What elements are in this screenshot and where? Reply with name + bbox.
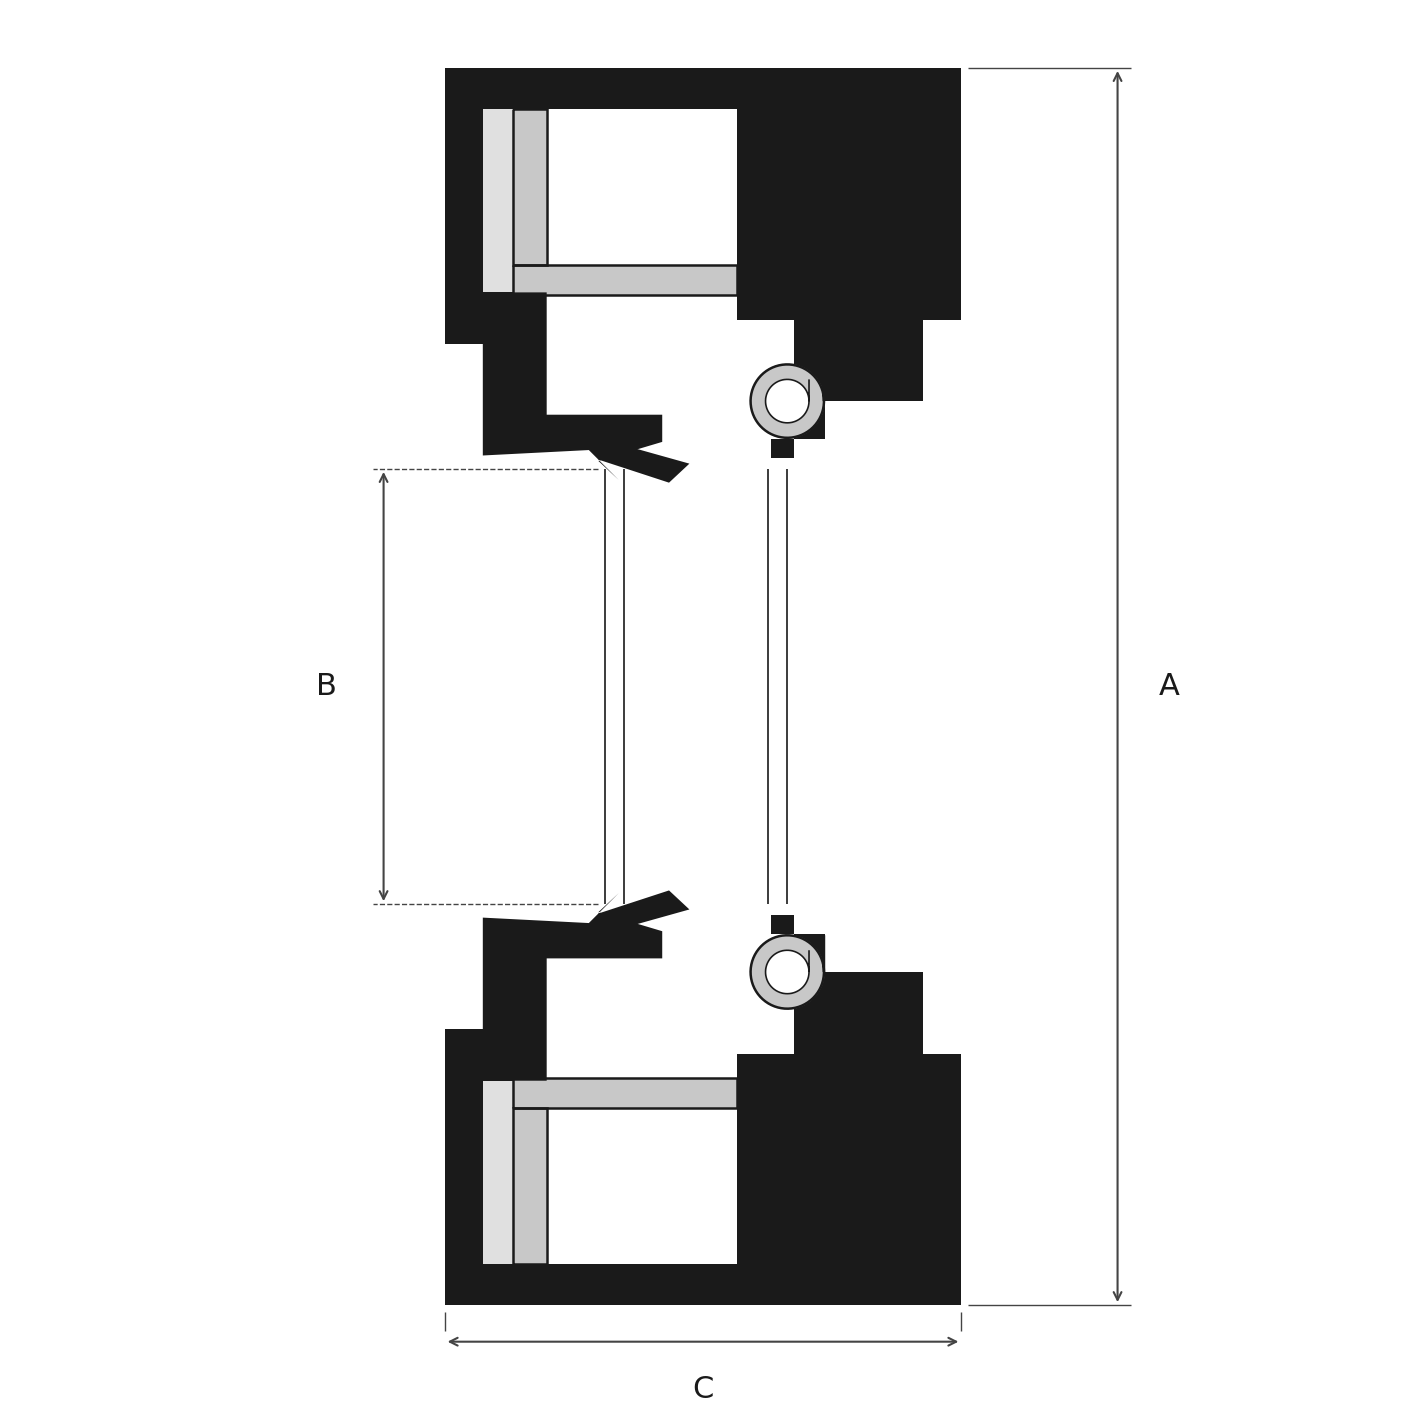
Polygon shape [513,108,547,266]
Polygon shape [924,1053,962,1264]
Text: A: A [1159,672,1180,702]
Polygon shape [513,1078,737,1108]
Polygon shape [737,1053,924,1264]
Polygon shape [924,108,962,319]
Polygon shape [482,1029,513,1264]
Polygon shape [444,67,962,108]
Polygon shape [482,292,513,344]
Polygon shape [751,364,824,437]
Text: C: C [692,1375,714,1403]
Text: B: B [316,672,337,702]
Polygon shape [482,893,662,1081]
Polygon shape [737,108,924,319]
Polygon shape [482,108,513,344]
Polygon shape [599,890,689,928]
Polygon shape [751,935,824,1008]
Polygon shape [513,1108,547,1264]
Polygon shape [444,1029,482,1264]
Polygon shape [547,915,924,1078]
Polygon shape [482,1029,513,1081]
Polygon shape [482,292,662,479]
Polygon shape [444,1264,962,1305]
Polygon shape [765,380,808,423]
Polygon shape [765,950,808,994]
Polygon shape [513,266,737,295]
Polygon shape [547,295,924,458]
Polygon shape [444,108,482,344]
Polygon shape [599,444,689,482]
